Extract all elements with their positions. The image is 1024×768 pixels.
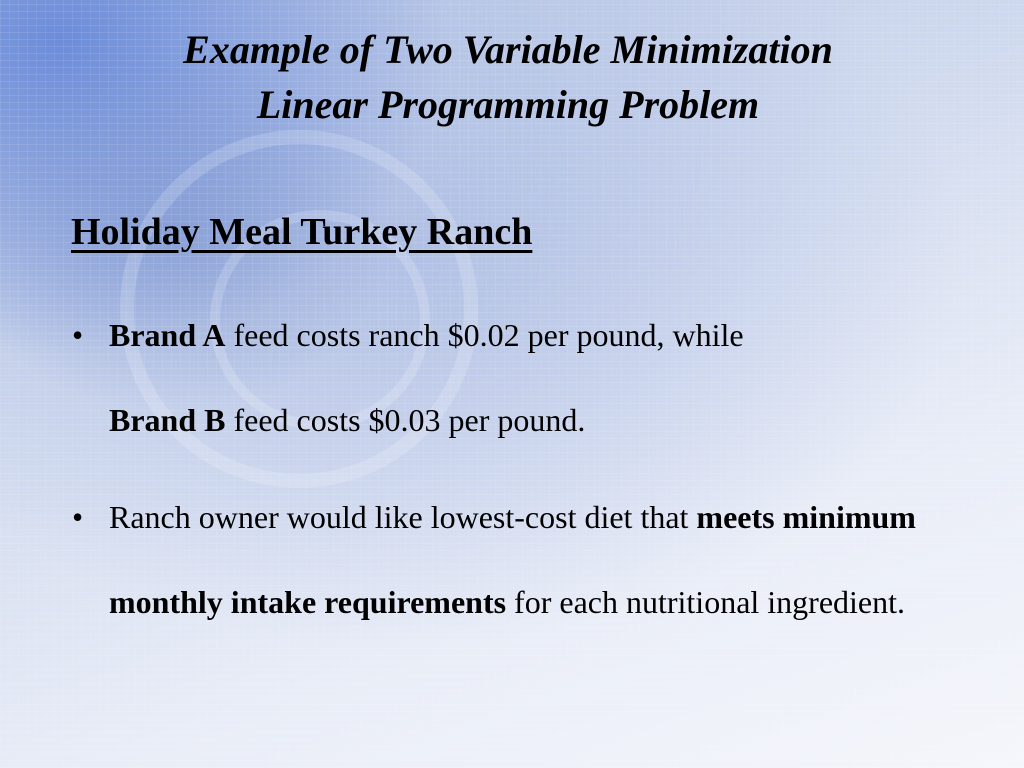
bullet-item: • Ranch owner would like lowest-cost die… <box>72 475 952 645</box>
bullet-text-part: for each nutritional ingredient. <box>506 584 906 620</box>
title-line-1: Example of Two Variable Minimization <box>183 27 833 72</box>
section-heading: Holiday Meal Turkey Ranch <box>71 211 533 253</box>
bullet-item: • Brand A feed costs ranch $0.02 per pou… <box>72 293 952 463</box>
bullet-text-part: feed costs $0.03 per pound. <box>225 402 586 438</box>
bullet-text-part: Ranch owner would like lowest-cost diet … <box>109 499 697 535</box>
bullet-text: Brand A feed costs ranch $0.02 per pound… <box>109 293 952 463</box>
bullet-icon: • <box>72 499 84 535</box>
brand-b-label: Brand B <box>109 402 226 438</box>
slide-title: Example of Two Variable Minimization Lin… <box>0 22 1016 132</box>
brand-a-label: Brand A <box>109 317 226 353</box>
bullet-text: Ranch owner would like lowest-cost diet … <box>109 475 952 645</box>
bullet-icon: • <box>72 317 84 353</box>
bold-phrase: meets minimum monthly intake requirement… <box>109 499 916 620</box>
title-line-2: Linear Programming Problem <box>256 82 760 127</box>
bullet-text-part: feed costs ranch $0.02 per pound, while <box>225 317 744 353</box>
